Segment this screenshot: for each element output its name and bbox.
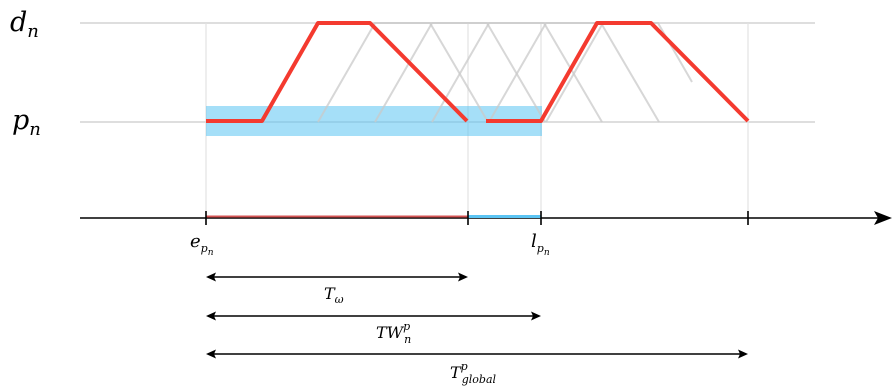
shifted-trajectory-4 — [488, 22, 660, 123]
interval-label-t-omega: Tω — [324, 284, 344, 306]
tick-label-l-pn: lpn — [531, 231, 550, 258]
tick-label-e-pn: epn — [190, 231, 214, 258]
shifted-trajectory-3 — [431, 22, 603, 123]
interval-tw-n-p: TWp n — [206, 311, 541, 346]
arrowhead-right — [738, 349, 748, 359]
arrowhead-left — [206, 349, 216, 359]
interval-t-global-p: Tp global — [206, 349, 748, 386]
arrowhead-right — [531, 311, 541, 321]
label-p-n: pn — [12, 105, 41, 140]
interval-label-t-global-p: Tp global — [450, 360, 497, 386]
shifted-trajectory-2 — [374, 22, 546, 123]
time-axis-arrowhead — [874, 211, 892, 225]
interval-label-tw-n-p: TWp n — [376, 320, 411, 346]
arrowhead-right — [458, 272, 468, 282]
trajectory-second — [486, 21, 750, 123]
arrowhead-left — [206, 311, 216, 321]
label-d-n: dn — [10, 7, 39, 42]
trajectory-first — [206, 21, 469, 123]
shifted-trajectory-1 — [317, 22, 489, 123]
arrowhead-left — [206, 272, 216, 282]
interval-t-omega: Tω — [206, 272, 468, 306]
